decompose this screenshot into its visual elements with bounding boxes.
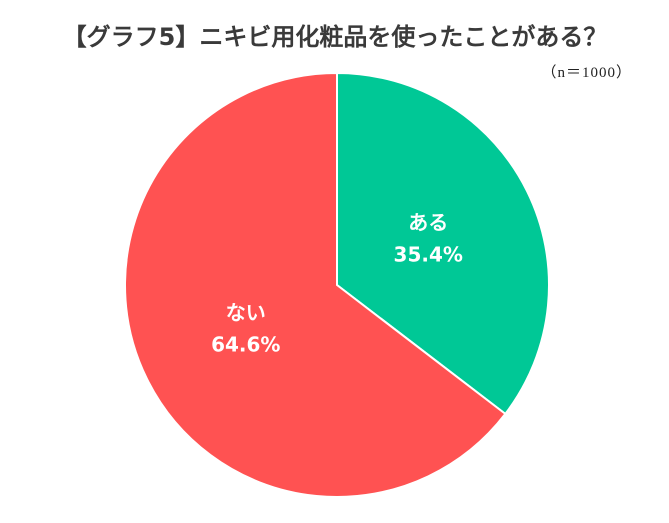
slice-label: ない [226,301,266,325]
value-label: 64.6% [211,333,280,357]
chart-subtitle: （n＝1000） [541,64,632,81]
chart-title: 【グラフ5】ニキビ用化粧品を使ったことがある？ [63,23,608,51]
pie-slice [124,71,507,498]
value-label: 35.4% [394,242,463,266]
pie-slice [336,71,550,416]
slice-label: ある [408,210,448,234]
